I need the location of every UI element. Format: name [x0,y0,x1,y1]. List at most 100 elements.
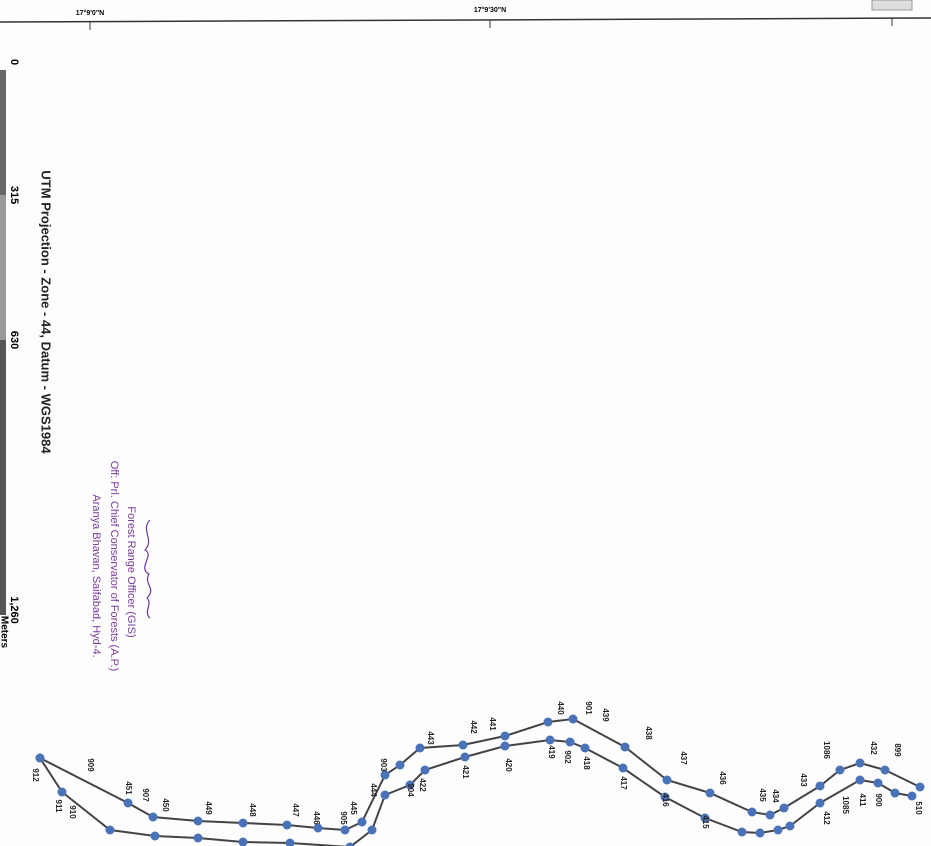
boundary-point [340,825,350,835]
projection-note: UTM Projection - Zone - 44, Datum - WGS1… [39,170,54,454]
boundary-point [500,731,510,741]
boundary-point [747,807,757,817]
boundary-point [458,740,468,750]
boundary-point [150,831,160,841]
boundary-point [380,770,390,780]
point-label: 902 [563,750,572,764]
point-label: 436 [718,771,727,785]
boundary-point [915,782,925,792]
point-label: 905 [339,811,348,825]
point-label: 910 [68,805,77,819]
scale-unit: Meters [0,616,9,649]
stamp-line: Off: Prl. Chief Conservator of Forests (… [108,461,120,672]
point-label: 451 [124,781,133,795]
point-label: 903 [379,758,388,772]
scale-label: 630 [8,331,20,349]
point-label: 439 [601,708,610,722]
point-label: 901 [584,701,593,715]
boundary-point [785,821,795,831]
boundary-point [367,825,377,835]
point-label: 443 [426,731,435,745]
boundary [35,714,925,846]
boundary-point [282,820,292,830]
point-label: 415 [701,815,710,829]
scale-label: 315 [8,186,20,204]
boundary-point [662,775,672,785]
stamp-line: Aranya Bhavan, Saifabad, Hyd-4. [90,494,102,657]
point-label: 900 [874,793,883,807]
point-label: 420 [504,758,513,772]
boundary-point [313,823,323,833]
point-label: 412 [822,811,831,825]
boundary-point [618,763,628,773]
point-label: 440 [556,701,565,715]
boundary-point [545,735,555,745]
point-label: 907 [141,788,150,802]
point-label: 442 [469,720,478,734]
boundary-point [855,758,865,768]
boundary-point [357,817,367,827]
point-label: 411 [858,794,867,807]
boundary-point [890,788,900,798]
point-label: 438 [644,726,653,740]
boundary-point [460,752,470,762]
scale-bar-segment [0,70,6,195]
boundary-point [700,813,710,823]
graticule-label: 17°9'0"N [76,9,104,17]
boundary-point [380,790,390,800]
boundary-point [815,798,825,808]
scale-bar-segment [0,340,6,615]
boundary-point [855,775,865,785]
scale-label: 1,260 [8,596,20,624]
point-label: 435 [758,788,767,802]
boundary-point [568,714,578,724]
stamp-line: Forest Range Officer (GIS) [125,506,137,637]
graticule-label: 17°9'30"N [474,6,506,14]
boundary-point [815,781,825,791]
boundary-point [238,818,248,828]
point-label: 417 [619,776,628,790]
point-label: 416 [661,793,670,807]
signature [143,519,152,619]
point-label: 418 [582,756,591,770]
boundary-point [420,765,430,775]
point-label: 510 [914,801,923,815]
boundary-point [705,788,715,798]
scale-bar-segment [0,195,6,340]
boundary-point [105,825,115,835]
point-label: 912 [31,768,40,782]
point-label: 441 [488,717,497,731]
boundary-point [755,828,765,838]
point-label: 437 [679,751,688,765]
point-label: 909 [86,758,95,772]
point-label: 447 [291,803,300,817]
point-label: 422 [418,778,427,792]
point-label: 1086 [822,741,831,759]
boundary-point [405,780,415,790]
corner-box [871,0,913,11]
point-label: 448 [248,803,257,817]
boundary-point [543,717,553,727]
boundary-point [500,741,510,751]
point-label: 446 [312,811,321,825]
point-label: 419 [547,745,556,759]
boundary-point [773,825,783,835]
boundary-point [779,803,789,813]
point-label: 449 [204,801,213,815]
point-label: 434 [771,789,780,803]
boundary-point [580,743,590,753]
point-label: 450 [161,798,170,812]
boundary-point [835,765,845,775]
boundary-point [193,833,203,843]
point-label: 1085 [841,796,850,814]
boundary-point [907,791,917,801]
point-label: 432 [869,741,878,755]
boundary-point [565,737,575,747]
boundary-point [123,798,133,808]
boundary-point [35,753,45,763]
boundary-point [193,816,203,826]
boundary-point [395,760,405,770]
